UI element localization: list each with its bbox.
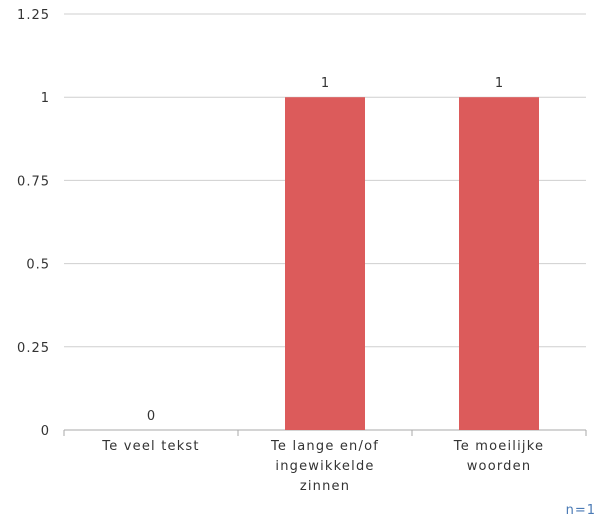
x-tick-label: Te lange en/of ingewikkelde zinnen (270, 439, 379, 494)
data-label: 0 (147, 409, 155, 424)
bar (285, 97, 365, 430)
y-tick-label: 0.5 (26, 258, 50, 273)
y-tick-label: 0.25 (17, 341, 50, 356)
x-tick-label-line: Te veel tekst (101, 439, 199, 454)
x-tick-label: Te veel tekst (101, 439, 199, 454)
x-tick-label-line: Te moeilijke (453, 439, 544, 454)
bar (459, 97, 539, 430)
y-tick-label: 1.25 (17, 8, 50, 23)
x-tick-label-line: woorden (467, 459, 532, 474)
y-tick-label: 1 (41, 91, 50, 106)
data-label: 1 (321, 76, 329, 91)
x-tick-label-line: ingewikkelde (275, 459, 374, 474)
y-tick-label: 0.75 (17, 174, 50, 189)
x-tick-label-line: zinnen (300, 479, 350, 494)
sample-size-label: n=1 (565, 503, 596, 518)
x-tick-label-line: Te lange en/of (270, 439, 379, 454)
x-tick-label: Te moeilijke woorden (453, 439, 544, 474)
y-tick-label: 0 (41, 424, 50, 439)
data-label: 1 (495, 76, 503, 91)
